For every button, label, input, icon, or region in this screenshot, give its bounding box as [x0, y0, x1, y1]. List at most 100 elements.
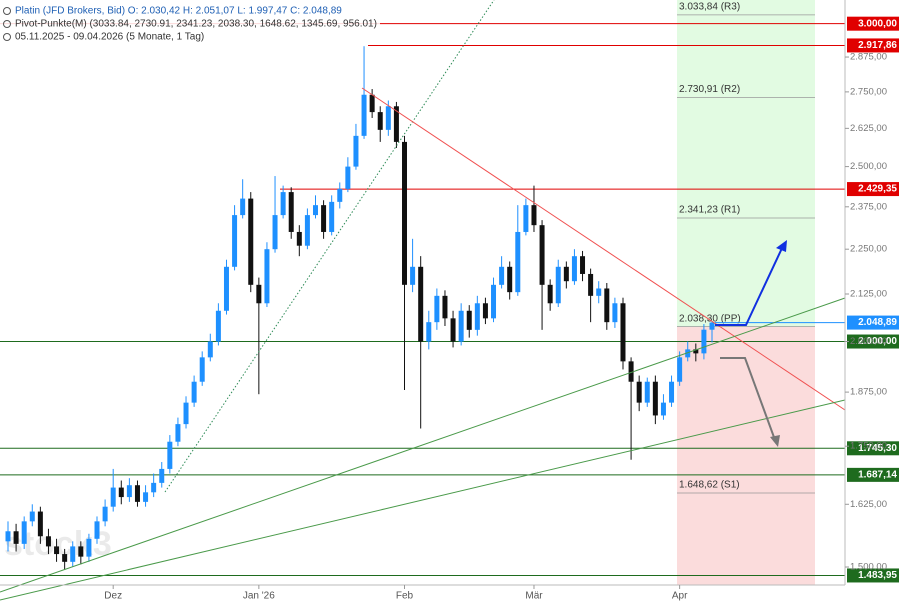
- candle-body: [507, 266, 513, 293]
- candle-body: [94, 521, 100, 539]
- candle-body: [523, 205, 529, 232]
- candle-body: [118, 487, 124, 498]
- arrow: [715, 245, 784, 326]
- candle-body: [102, 506, 108, 522]
- level-label: 3.000,00: [858, 18, 897, 29]
- candle-body: [571, 256, 577, 282]
- icon: [3, 33, 11, 41]
- y-tick-label: 2.625,00: [850, 123, 887, 134]
- candle-body: [677, 357, 683, 382]
- candle-body: [466, 310, 472, 330]
- candle-body: [312, 205, 318, 216]
- level-label: 2.917,86: [858, 40, 897, 51]
- candle-body: [482, 303, 488, 319]
- candle-body: [426, 322, 432, 342]
- candle-body: [418, 266, 424, 342]
- candle-body: [701, 329, 707, 354]
- candle-body: [272, 215, 278, 250]
- candle-body: [321, 205, 327, 232]
- candle-body: [199, 357, 205, 382]
- pivot-zone: 3.033,84 (R3) 2.730,91 (R2) 2.341,23 (R1) 2…: [677, 0, 815, 585]
- pivot-zone-down: [677, 326, 815, 585]
- level-box: [847, 16, 899, 31]
- level-label: 1.745,30: [858, 443, 897, 454]
- level-box: [847, 441, 899, 456]
- level-box: [847, 568, 899, 583]
- candle-body: [580, 256, 586, 274]
- candle-body: [515, 231, 521, 293]
- pivot-label: 2.038,30 (PP): [679, 313, 741, 324]
- candle-body: [685, 349, 691, 358]
- level-label: 2.000,00: [858, 336, 897, 347]
- candle-body: [78, 546, 84, 557]
- y-tick-label: 2.500,00: [850, 161, 887, 172]
- levels: 3.000,00 2.917,86 2.429,35 2.048,89 2.000,00…: [0, 16, 899, 583]
- candle-body: [563, 266, 569, 282]
- pivot-label: 3.033,84 (R3): [679, 2, 740, 13]
- candle-body: [402, 141, 408, 285]
- trend-line: [0, 399, 846, 601]
- candle-body: [70, 546, 76, 562]
- level-box: [847, 315, 899, 330]
- level-box: [847, 334, 899, 349]
- level-label: 2.429,35: [858, 184, 897, 195]
- candle-body: [21, 521, 27, 544]
- candle-body: [143, 492, 149, 502]
- legend-instrument: Platin (JFD Brokers, Bid) O: 2.030,42 H:…: [15, 6, 342, 17]
- x-tick-label: Dez: [104, 591, 122, 602]
- candle-body: [54, 546, 60, 555]
- y-tick-label: 1.750,00: [850, 441, 887, 452]
- level-label: 2.048,89: [858, 317, 897, 328]
- candle-body: [361, 94, 367, 136]
- candle-body: [491, 284, 497, 319]
- header: Platin (JFD Brokers, Bid) O: 2.030,42 H:…: [0, 0, 380, 44]
- legend-pivots: Pivot-Punkte(M) (3033.84, 2730.91, 2341.…: [15, 19, 377, 30]
- candle-body: [693, 349, 699, 354]
- candle-body: [612, 303, 618, 323]
- candle-body: [110, 487, 116, 507]
- candle-body: [280, 192, 286, 216]
- candle-body: [167, 441, 173, 469]
- y-tick-label: 2.375,00: [850, 201, 887, 212]
- x-tick-label: Jan '26: [243, 591, 275, 602]
- candle-body: [385, 106, 391, 130]
- candle-body: [223, 266, 229, 311]
- arrow: [720, 357, 776, 441]
- icon: [3, 20, 11, 28]
- candle-body: [660, 402, 666, 416]
- y-tick-label: 1.500,00: [850, 562, 887, 573]
- candle-body: [232, 215, 238, 267]
- pivot-label: 1.648,62 (S1): [679, 480, 740, 491]
- candle-body: [644, 381, 650, 403]
- candle-body: [207, 341, 213, 358]
- candle-body: [652, 381, 658, 416]
- candle-body: [345, 166, 351, 189]
- candle-body: [240, 198, 246, 216]
- candle-body: [474, 303, 480, 330]
- candle-body: [539, 225, 545, 285]
- candle-body: [555, 266, 561, 304]
- level-box: [847, 38, 899, 53]
- pivot-label: 2.730,91 (R2): [679, 84, 740, 95]
- y-tick-label: 2.250,00: [850, 244, 887, 255]
- annotations: [0, 0, 846, 601]
- y-tick-label: 1.875,00: [850, 387, 887, 398]
- candle-body: [531, 205, 537, 226]
- x-tick-label: Feb: [396, 591, 414, 602]
- header-bg: [0, 0, 380, 44]
- candle-body: [620, 303, 626, 362]
- candle-body: [337, 188, 343, 202]
- candle-body: [499, 266, 505, 285]
- candle-body: [636, 381, 642, 403]
- candle-body: [547, 284, 553, 304]
- candle-body: [353, 135, 359, 167]
- candles: [5, 46, 715, 570]
- candle-body: [604, 288, 610, 323]
- candle-body: [37, 511, 43, 537]
- candle-body: [709, 322, 715, 330]
- candle-body: [256, 284, 262, 304]
- candle-body: [175, 424, 181, 442]
- icon: [3, 7, 11, 15]
- trend-line: [0, 297, 846, 593]
